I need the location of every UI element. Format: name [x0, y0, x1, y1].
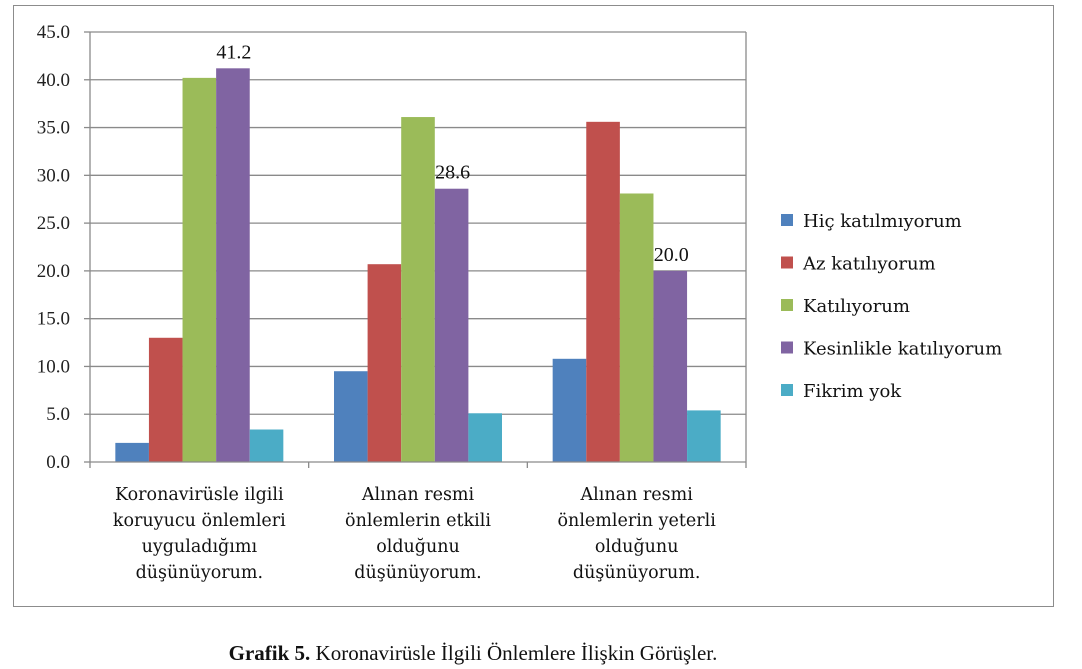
bar — [468, 413, 502, 462]
caption-text: Koronavirüsle İlgili Önlemlere İlişkin G… — [310, 641, 718, 665]
bar — [586, 121, 620, 463]
bar — [401, 117, 435, 463]
legend-swatch — [781, 384, 793, 396]
bar — [687, 410, 721, 462]
bar — [216, 68, 250, 463]
y-tick-label: 40.0 — [37, 70, 70, 91]
bar — [367, 264, 402, 462]
y-tick-label: 10.0 — [37, 356, 70, 377]
bar — [619, 193, 654, 462]
legend-swatch — [781, 341, 793, 354]
y-tick-label: 30.0 — [37, 165, 70, 186]
legend-swatch — [781, 299, 793, 311]
bar — [334, 371, 368, 462]
y-tick-label: 15.0 — [37, 309, 70, 330]
legend-swatch — [781, 256, 793, 269]
legend-swatch — [781, 214, 793, 226]
y-tick-label: 5.0 — [46, 404, 70, 425]
data-label: 41.2 — [216, 41, 251, 63]
legend-label: Hiç katılmıyorum — [803, 211, 962, 232]
y-tick-label: 25.0 — [37, 213, 70, 234]
x-tick-label: Alınan resmi önlemlerin yeterli olduğunu dü… — [558, 485, 717, 583]
bar — [182, 77, 217, 462]
y-tick-label: 45.0 — [37, 22, 70, 43]
chart-frame — [13, 5, 1054, 607]
data-label: 20.0 — [654, 244, 689, 266]
bar — [115, 442, 149, 462]
bar — [148, 337, 183, 462]
y-tick-label: 0.0 — [46, 452, 70, 473]
x-tick-label: Alınan resmi önlemlerin etkili olduğunu düş… — [345, 485, 491, 583]
legend-label: Kesinlikle katılıyorum — [803, 339, 1002, 360]
y-tick-label: 20.0 — [37, 261, 70, 282]
legend-label: Katılıyorum — [803, 296, 910, 317]
legend-label: Fikrim yok — [803, 381, 902, 402]
y-tick-label: 35.0 — [37, 118, 70, 139]
caption-label: Grafik 5. — [228, 641, 311, 665]
bar — [434, 188, 469, 462]
bar — [249, 429, 284, 462]
x-tick-label: Koronavirüsle ilgili koruyucu önlemleri uy… — [113, 485, 286, 583]
data-label: 28.6 — [435, 162, 470, 184]
legend-label: Az katılıyorum — [802, 254, 936, 275]
bar — [552, 358, 587, 462]
bar — [653, 270, 688, 462]
figure-caption: Grafik 5. Koronavirüsle İlgili Önlemlere… — [0, 641, 946, 666]
